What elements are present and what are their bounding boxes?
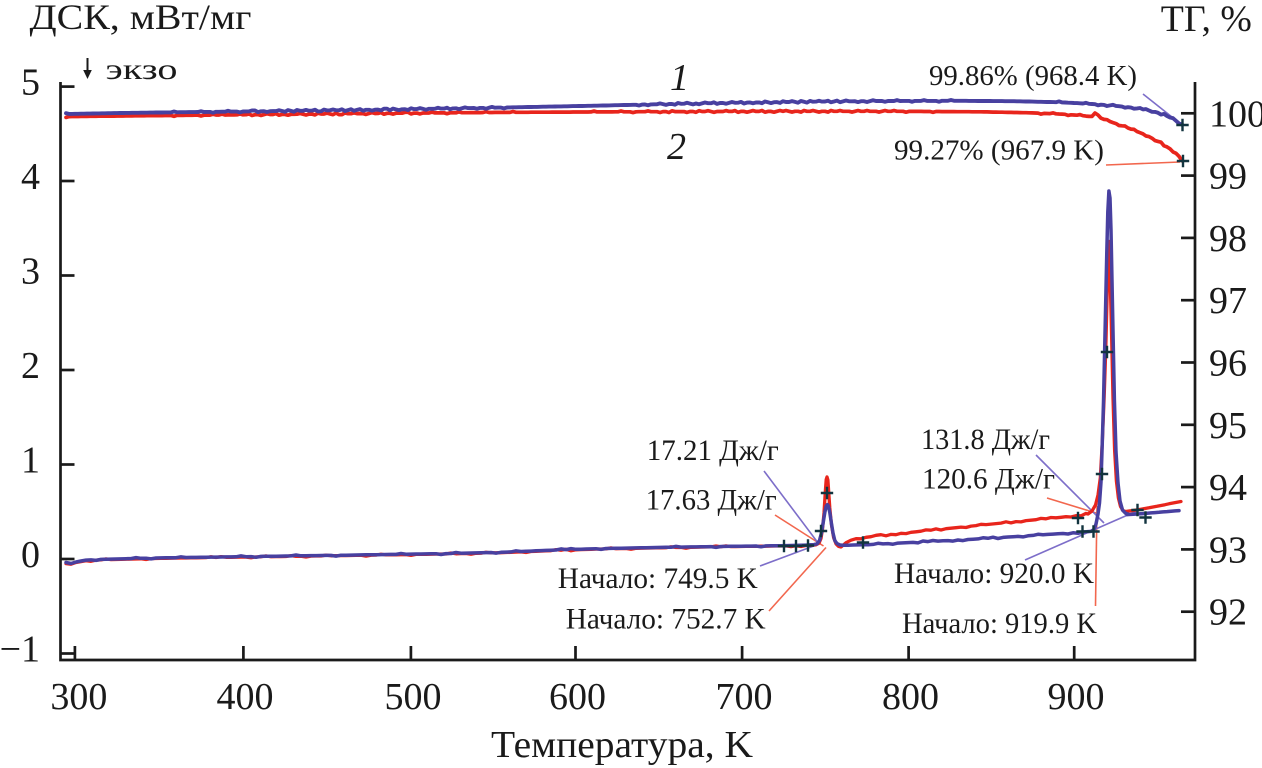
svg-text:131.8 Дж/г: 131.8 Дж/г <box>921 423 1050 456</box>
svg-text:500: 500 <box>385 676 442 718</box>
svg-text:99.27% (967.9 K): 99.27% (967.9 K) <box>894 135 1104 167</box>
svg-text:600: 600 <box>549 676 606 718</box>
svg-text:300: 300 <box>50 676 107 718</box>
svg-text:Начало: 749.5 K: Начало: 749.5 K <box>558 562 758 595</box>
svg-text:Температура, K: Температура, K <box>491 724 754 766</box>
svg-text:0: 0 <box>21 534 40 576</box>
svg-text:99.86% (968.4 K): 99.86% (968.4 K) <box>929 60 1137 92</box>
svg-text:92: 92 <box>1209 592 1247 634</box>
svg-text:17.21 Дж/г: 17.21 Дж/г <box>647 434 779 467</box>
svg-text:94: 94 <box>1209 467 1247 509</box>
svg-text:400: 400 <box>217 676 274 718</box>
svg-text:700: 700 <box>716 676 773 718</box>
svg-text:17.63 Дж/г: 17.63 Дж/г <box>646 484 777 517</box>
svg-text:2: 2 <box>667 126 686 168</box>
svg-text:3: 3 <box>21 250 40 292</box>
svg-text:Начало: 752.7 K: Начало: 752.7 K <box>566 603 766 636</box>
svg-text:100: 100 <box>1209 93 1262 135</box>
svg-text:ТГ, %: ТГ, % <box>1161 0 1252 40</box>
svg-text:экзо: экзо <box>106 53 178 86</box>
svg-text:800: 800 <box>882 676 939 718</box>
svg-text:−1: −1 <box>0 628 40 670</box>
svg-text:Начало: 919.9 K: Начало: 919.9 K <box>902 607 1097 640</box>
svg-text:2: 2 <box>21 345 40 387</box>
svg-text:ДСК, мВт/мг: ДСК, мВт/мг <box>30 0 252 37</box>
svg-text:96: 96 <box>1209 343 1247 385</box>
svg-text:98: 98 <box>1209 218 1247 260</box>
svg-text:120.6 Дж/г: 120.6 Дж/г <box>922 463 1055 496</box>
svg-text:93: 93 <box>1209 529 1247 571</box>
svg-text:5: 5 <box>21 61 40 103</box>
svg-text:1: 1 <box>21 439 40 481</box>
svg-text:95: 95 <box>1209 405 1247 447</box>
svg-text:4: 4 <box>21 156 40 198</box>
svg-text:Начало: 920.0 K: Начало: 920.0 K <box>894 557 1094 590</box>
svg-text:900: 900 <box>1048 676 1105 718</box>
svg-text:1: 1 <box>670 57 689 99</box>
svg-text:99: 99 <box>1209 156 1247 198</box>
svg-text:97: 97 <box>1209 280 1247 322</box>
